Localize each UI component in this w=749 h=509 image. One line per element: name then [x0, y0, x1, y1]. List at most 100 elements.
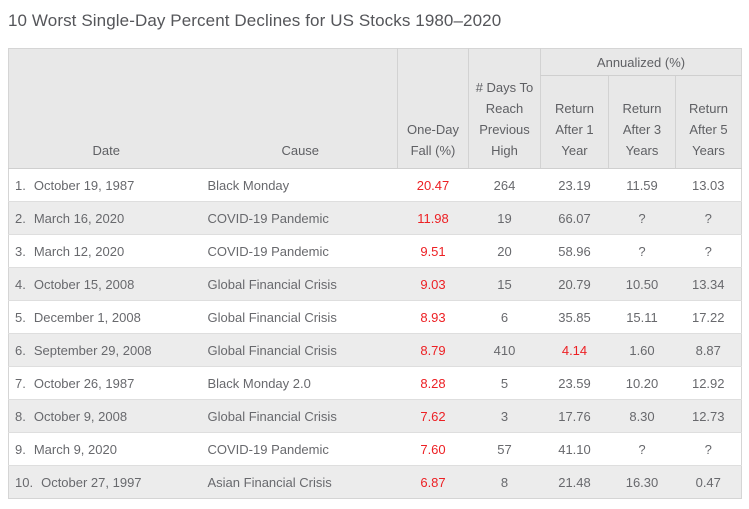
table-row: 10. October 27, 1997 Asian Financial Crisi…: [8, 465, 742, 499]
row-rank: 6.: [15, 342, 26, 358]
row-date: September 29, 2008: [33, 342, 152, 358]
one-day-fall-cell: 9.03: [397, 267, 469, 301]
column-header-return-after-3-years: Return After 3 Years: [608, 75, 676, 169]
one-day-fall-cell: 7.62: [397, 399, 469, 433]
one-day-fall-cell: 8.93: [397, 300, 469, 334]
row-date: October 19, 1987: [33, 177, 135, 193]
return-3yr-cell: ?: [608, 201, 676, 235]
return-1yr-cell: 17.76: [540, 399, 609, 433]
cause-cell: Asian Financial Crisis: [203, 465, 398, 499]
column-header-return-after-1-year: Return After 1 Year: [540, 75, 609, 169]
days-to-reach-cell: 5: [468, 366, 541, 400]
date-cell: 7. October 26, 1987: [8, 366, 204, 400]
date-cell: 1. October 19, 1987: [8, 168, 204, 202]
one-day-fall-cell: 6.87: [397, 465, 469, 499]
cause-cell: Black Monday 2.0: [203, 366, 398, 400]
table-row: 9. March 9, 2020 COVID-19 Pandemic 7.60 57 41…: [8, 432, 742, 466]
column-header-date: Date: [8, 48, 204, 169]
return-3yr-cell: 1.60: [608, 333, 676, 367]
date-cell: 9. March 9, 2020: [8, 432, 204, 466]
row-date: October 26, 1987: [33, 375, 135, 391]
worst-declines-table: Date Cause One-Day Fall (%) # Days To Re…: [8, 48, 742, 499]
one-day-fall-cell: 9.51: [397, 234, 469, 268]
row-rank: 5.: [15, 309, 26, 325]
one-day-fall-cell: 8.28: [397, 366, 469, 400]
table-row: 2. March 16, 2020 COVID-19 Pandemic 11.98 19…: [8, 201, 742, 235]
row-date: October 15, 2008: [33, 276, 135, 292]
row-rank: 2.: [15, 210, 26, 226]
column-header-cause: Cause: [203, 48, 398, 169]
date-cell: 5. December 1, 2008: [8, 300, 204, 334]
table-row: 6. September 29, 2008 Global Financial Cri…: [8, 333, 742, 367]
return-3yr-cell: 15.11: [608, 300, 676, 334]
return-3yr-cell: 11.59: [608, 168, 676, 202]
return-5yr-cell: 0.47: [675, 465, 742, 499]
one-day-fall-cell: 20.47: [397, 168, 469, 202]
cause-cell: COVID-19 Pandemic: [203, 234, 398, 268]
return-1yr-cell: 23.19: [540, 168, 609, 202]
row-rank: 9.: [15, 441, 26, 457]
column-header-days-to-reach-previous-high: # Days To Reach Previous High: [468, 48, 541, 169]
return-5yr-cell: 8.87: [675, 333, 742, 367]
header-group-row: Date Cause One-Day Fall (%) # Days To Re…: [8, 48, 742, 169]
return-1yr-cell: 58.96: [540, 234, 609, 268]
return-1yr-cell: 23.59: [540, 366, 609, 400]
table-header: Date Cause One-Day Fall (%) # Days To Re…: [8, 48, 742, 169]
table-row: 7. October 26, 1987 Black Monday 2.0 8.28 5 2…: [8, 366, 742, 400]
days-to-reach-cell: 19: [468, 201, 541, 235]
date-cell: 8. October 9, 2008: [8, 399, 204, 433]
date-cell: 4. October 15, 2008: [8, 267, 204, 301]
date-cell: 10. October 27, 1997: [8, 465, 204, 499]
row-rank: 7.: [15, 375, 26, 391]
days-to-reach-cell: 8: [468, 465, 541, 499]
cause-cell: Global Financial Crisis: [203, 267, 398, 301]
header-columns-row: Return After 1 Year Return After 3 Years…: [9, 75, 742, 169]
days-to-reach-cell: 6: [468, 300, 541, 334]
return-1yr-cell: 66.07: [540, 201, 609, 235]
row-date: March 9, 2020: [33, 441, 117, 457]
row-rank: 3.: [15, 243, 26, 259]
return-5yr-cell: 12.73: [675, 399, 742, 433]
cause-cell: Global Financial Crisis: [203, 300, 398, 334]
one-day-fall-cell: 8.79: [397, 333, 469, 367]
return-5yr-cell: ?: [675, 201, 742, 235]
days-to-reach-cell: 264: [468, 168, 541, 202]
column-header-one-day-fall: One-Day Fall (%): [397, 48, 469, 169]
row-rank: 1.: [15, 177, 26, 193]
date-cell: 3. March 12, 2020: [8, 234, 204, 268]
days-to-reach-cell: 57: [468, 432, 541, 466]
return-5yr-cell: ?: [675, 234, 742, 268]
cause-cell: COVID-19 Pandemic: [203, 201, 398, 235]
row-date: December 1, 2008: [33, 309, 141, 325]
return-5yr-cell: ?: [675, 432, 742, 466]
column-header-return-after-5-years: Return After 5 Years: [675, 75, 742, 169]
table-row: 5. December 1, 2008 Global Financial Crisi…: [8, 300, 742, 334]
cause-cell: COVID-19 Pandemic: [203, 432, 398, 466]
row-date: March 16, 2020: [33, 210, 125, 226]
row-date: October 27, 1997: [41, 474, 142, 490]
return-5yr-cell: 13.03: [675, 168, 742, 202]
return-3yr-cell: 10.50: [608, 267, 676, 301]
return-1yr-cell: 20.79: [540, 267, 609, 301]
return-1yr-cell: 41.10: [540, 432, 609, 466]
return-1yr-cell: 35.85: [540, 300, 609, 334]
date-cell: 2. March 16, 2020: [8, 201, 204, 235]
return-3yr-cell: 10.20: [608, 366, 676, 400]
days-to-reach-cell: 15: [468, 267, 541, 301]
cause-cell: Global Financial Crisis: [203, 333, 398, 367]
cause-cell: Black Monday: [203, 168, 398, 202]
page-title: 10 Worst Single-Day Percent Declines for…: [8, 11, 502, 30]
table-body: 1. October 19, 1987 Black Monday 20.47 264 23…: [8, 168, 742, 499]
cause-cell: Global Financial Crisis: [203, 399, 398, 433]
column-group-annualized: Annualized (%): [540, 48, 742, 76]
return-3yr-cell: ?: [608, 234, 676, 268]
days-to-reach-cell: 3: [468, 399, 541, 433]
row-date: March 12, 2020: [33, 243, 125, 259]
row-rank: 4.: [15, 276, 26, 292]
return-1yr-cell: 4.14: [540, 333, 609, 367]
days-to-reach-cell: 410: [468, 333, 541, 367]
return-5yr-cell: 13.34: [675, 267, 742, 301]
return-5yr-cell: 12.92: [675, 366, 742, 400]
return-5yr-cell: 17.22: [675, 300, 742, 334]
date-cell: 6. September 29, 2008: [8, 333, 204, 367]
